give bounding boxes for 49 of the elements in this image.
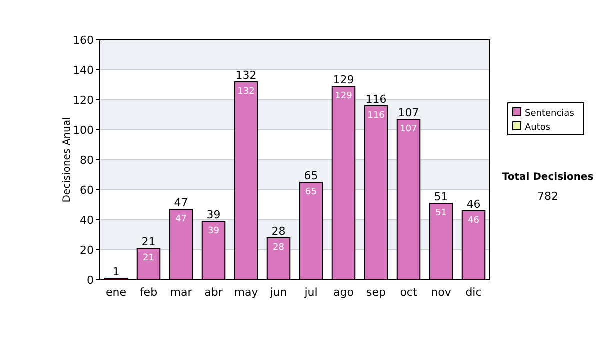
y-tick-label: 100	[73, 124, 94, 137]
text: Total Decisiones	[502, 172, 594, 183]
total-label: 129	[333, 74, 354, 86]
data-label: 46	[468, 216, 480, 226]
legend-label: Sentencias	[525, 109, 575, 119]
data-label: 65	[306, 188, 317, 198]
total-label: 116	[366, 93, 387, 106]
x-tick-label: dic	[466, 286, 482, 299]
y-tick-label: 160	[73, 34, 94, 47]
total-label: 1	[112, 266, 120, 278]
x-tick-label: jun	[269, 286, 288, 299]
x-tick-label: jul	[304, 286, 318, 299]
legend-label: Autos	[525, 123, 551, 133]
data-label: 21	[143, 254, 154, 264]
y-tick-label: 0	[87, 274, 94, 287]
x-tick-label: ene	[106, 286, 127, 299]
x-tick-label: feb	[140, 286, 158, 299]
data-label: 28	[273, 243, 285, 253]
y-tick-label: 60	[80, 184, 94, 197]
total-label: 21	[142, 236, 156, 248]
y-tick-label: 120	[73, 94, 94, 107]
total-label: 65	[304, 170, 318, 182]
data-label: 132	[238, 87, 255, 97]
total-label: 47	[174, 196, 188, 210]
total-label: 28	[272, 225, 286, 238]
total-label: 132	[236, 69, 257, 82]
data-label: 47	[176, 214, 187, 224]
total-label: 107	[398, 106, 420, 120]
total-label: 51	[434, 190, 448, 204]
x-tick-label: abr	[204, 286, 224, 299]
text: 782	[538, 190, 558, 203]
x-tick-label: mar	[170, 286, 193, 299]
data-label: 129	[335, 92, 353, 102]
x-tick-label: oct	[400, 286, 418, 299]
total-label: 39	[206, 208, 221, 222]
data-label: 116	[368, 111, 386, 121]
x-tick-label: ago	[334, 286, 354, 299]
y-tick-label: 20	[80, 244, 94, 257]
total-label: 46	[466, 198, 481, 211]
x-tick-label: sep	[366, 286, 386, 299]
x-tick-label: may	[234, 286, 259, 299]
y-tick-label: 140	[73, 64, 94, 77]
data-label: 51	[436, 208, 447, 218]
y-tick-label: 40	[80, 214, 94, 227]
x-tick-label: nov	[431, 286, 452, 299]
data-label: 39	[208, 226, 220, 236]
y-axis-title: Decisiones Anual	[62, 117, 73, 203]
y-tick-label: 80	[80, 154, 94, 167]
data-label: 107	[400, 124, 418, 134]
